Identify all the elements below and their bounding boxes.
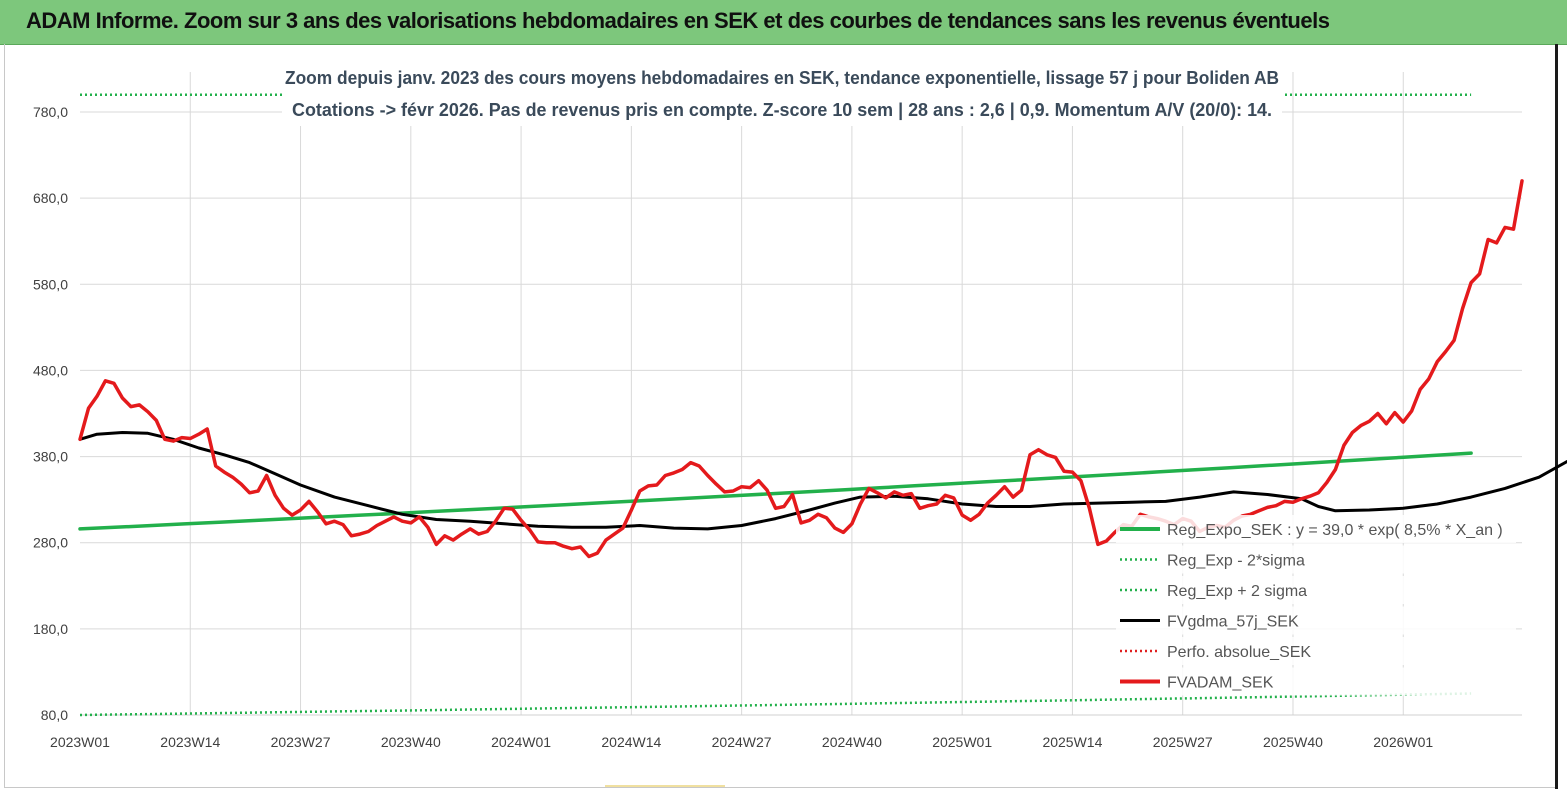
legend-label: Reg_Exp - 2*sigma xyxy=(1167,553,1305,570)
frame-edge xyxy=(1555,44,1558,789)
subtitle-line-1: Zoom depuis janv. 2023 des cours moyens … xyxy=(285,68,1279,88)
legend: Reg_Expo_SEK : y = 39,0 * exp( 8,5% * X_… xyxy=(1116,515,1516,696)
y-tick-label: 180,0 xyxy=(33,621,68,637)
y-axis-ticks: 780,0 680,0 580,0 480,0 380,0 280,0 180,0 80,0 xyxy=(33,104,68,723)
x-tick-label: 2025W40 xyxy=(1263,734,1323,750)
x-tick-label: 2026W01 xyxy=(1373,734,1433,750)
y-tick-label: 780,0 xyxy=(33,104,68,120)
x-tick-label: 2023W01 xyxy=(50,734,110,750)
chart-subtitle: Zoom depuis janv. 2023 des cours moyens … xyxy=(282,62,1282,126)
x-axis-ticks: 2023W01 2023W14 2023W27 2023W40 2024W01 2024W… xyxy=(50,734,1433,750)
legend-label: FVADAM_SEK xyxy=(1167,675,1274,692)
y-tick-label: 380,0 xyxy=(33,449,68,465)
legend-bg xyxy=(1116,515,1516,543)
x-tick-label: 2023W27 xyxy=(271,734,331,750)
y-tick-label: 80,0 xyxy=(41,707,68,723)
x-tick-label: 2024W01 xyxy=(491,734,551,750)
x-tick-label: 2024W14 xyxy=(601,734,661,750)
series-line-3 xyxy=(78,431,1567,531)
bottom-marker xyxy=(605,785,725,787)
series-line-5 xyxy=(78,179,1524,559)
x-tick-label: 2024W27 xyxy=(712,734,772,750)
x-tick-label: 2025W27 xyxy=(1153,734,1213,750)
legend-bg xyxy=(1116,606,1516,635)
y-tick-label: 280,0 xyxy=(33,535,68,551)
series-line-1 xyxy=(79,692,1472,717)
y-tick-label: 480,0 xyxy=(33,362,68,378)
legend-bg xyxy=(1116,667,1516,696)
x-tick-label: 2025W14 xyxy=(1042,734,1102,750)
y-tick-label: 580,0 xyxy=(33,276,68,292)
page-title: ADAM Informe. Zoom sur 3 ans des valoris… xyxy=(26,8,1330,33)
subtitle-line-2: Cotations -> févr 2026. Pas de revenus p… xyxy=(292,100,1272,120)
x-tick-label: 2024W40 xyxy=(822,734,882,750)
x-tick-label: 2023W40 xyxy=(381,734,441,750)
legend-label: Reg_Expo_SEK : y = 39,0 * exp( 8,5% * X_… xyxy=(1167,522,1503,539)
legend-bg xyxy=(1116,545,1516,574)
legend-label: Reg_Exp + 2 sigma xyxy=(1167,583,1307,600)
header-bar: ADAM Informe. Zoom sur 3 ans des valoris… xyxy=(0,0,1567,45)
x-tick-label: 2025W01 xyxy=(932,734,992,750)
legend-bg xyxy=(1116,576,1516,604)
x-tick-label: 2023W14 xyxy=(160,734,220,750)
series-line-0 xyxy=(78,451,1473,531)
legend-label: Perfo. absolue_SEK xyxy=(1167,644,1311,661)
y-tick-label: 680,0 xyxy=(33,190,68,206)
legend-label: FVgdma_57j_SEK xyxy=(1167,614,1299,631)
legend-bg xyxy=(1116,637,1516,665)
